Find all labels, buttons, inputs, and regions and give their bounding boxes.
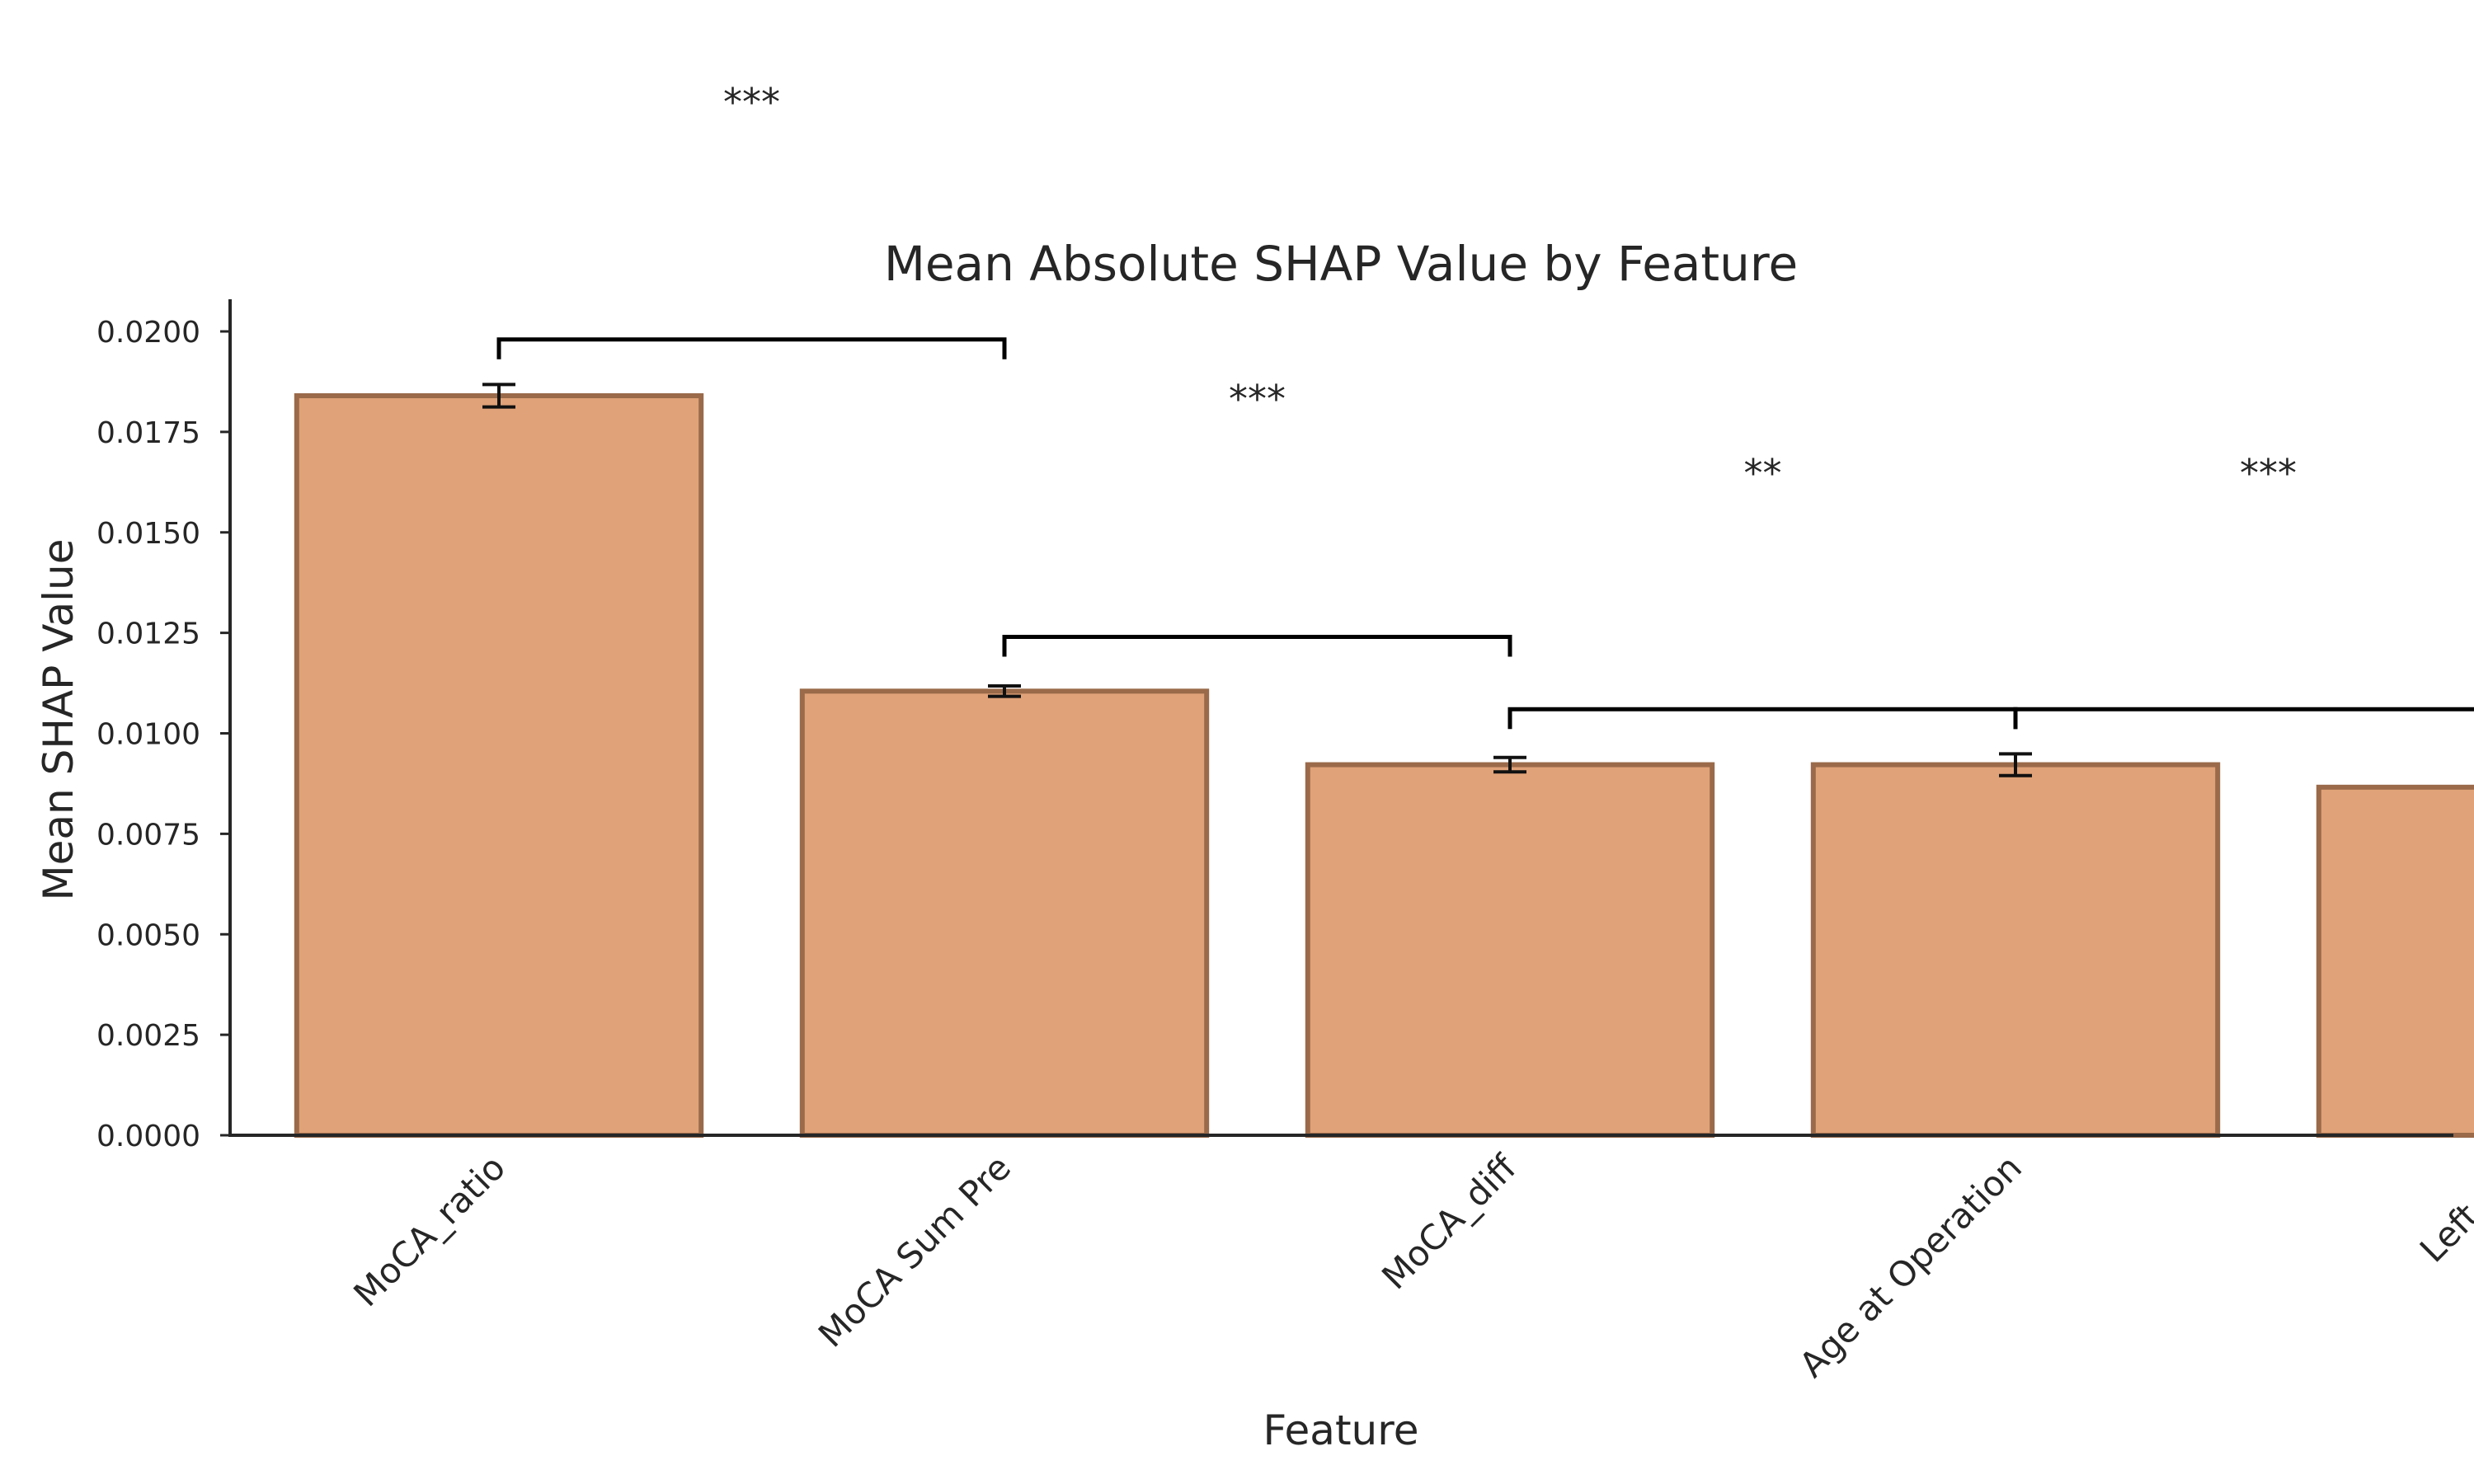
x-category-label: MoCA_ratio: [346, 1147, 513, 1314]
bar-moca-ratio: [294, 393, 704, 1138]
x-axis-categories: MoCA_ratio MoCA Sum Pre MoCA_diff Age at Op…: [346, 1147, 2474, 1385]
y-tick-label: 0.0125: [96, 618, 200, 651]
bar-moca-sum-pre: [799, 688, 1210, 1138]
bar-age-at-operation: [1810, 762, 2221, 1139]
error-bar: [1999, 752, 2032, 777]
significance-bracket: [1002, 635, 1512, 657]
y-tick-label: 0.0100: [96, 718, 200, 752]
y-tick-label: 0.0000: [96, 1120, 200, 1153]
x-category-label: MoCA_diff: [1374, 1147, 1525, 1298]
y-axis-label: Mean SHAP Value: [35, 538, 82, 900]
error-bar: [1493, 755, 1526, 774]
significance-bracket: [1507, 707, 2018, 730]
bar-left-ma: [2316, 784, 2474, 1138]
significance-bracket: [496, 337, 1007, 359]
y-tick-label: 0.0075: [96, 818, 200, 852]
y-tick-label: 0.0200: [96, 316, 200, 350]
y-axis-ticks: 0.0000 0.0025 0.0050 0.0075 0.0100 0.0125 0.01…: [96, 316, 230, 1153]
error-bars-group: [482, 383, 2032, 777]
bars-group: [294, 393, 2474, 1139]
y-tick-label: 0.0175: [96, 416, 200, 450]
axes-lines: [228, 299, 2453, 1137]
significance-label: **: [1744, 451, 1782, 495]
significance-bracket: [2013, 707, 2474, 730]
x-axis-label: Feature: [1263, 1407, 1419, 1454]
x-category-label: MoCA Sum Pre: [811, 1147, 1018, 1355]
y-tick-label: 0.0150: [96, 517, 200, 551]
y-tick-label: 0.0050: [96, 918, 200, 952]
y-tick-label: 0.0025: [96, 1019, 200, 1053]
x-category-label: Left mA: [2412, 1147, 2474, 1270]
bar-moca-diff: [1305, 762, 1715, 1139]
chart-title: Mean Absolute SHAP Value by Feature: [884, 236, 1798, 292]
significance-label: ***: [2240, 451, 2297, 495]
significance-label: ***: [723, 80, 780, 124]
significance-brackets-group: ******** ***: [496, 80, 2474, 730]
x-category-label: Age at Operation: [1791, 1147, 2030, 1385]
error-bar: [988, 683, 1021, 698]
significance-label: ***: [1229, 377, 1286, 421]
error-bar: [482, 383, 515, 409]
